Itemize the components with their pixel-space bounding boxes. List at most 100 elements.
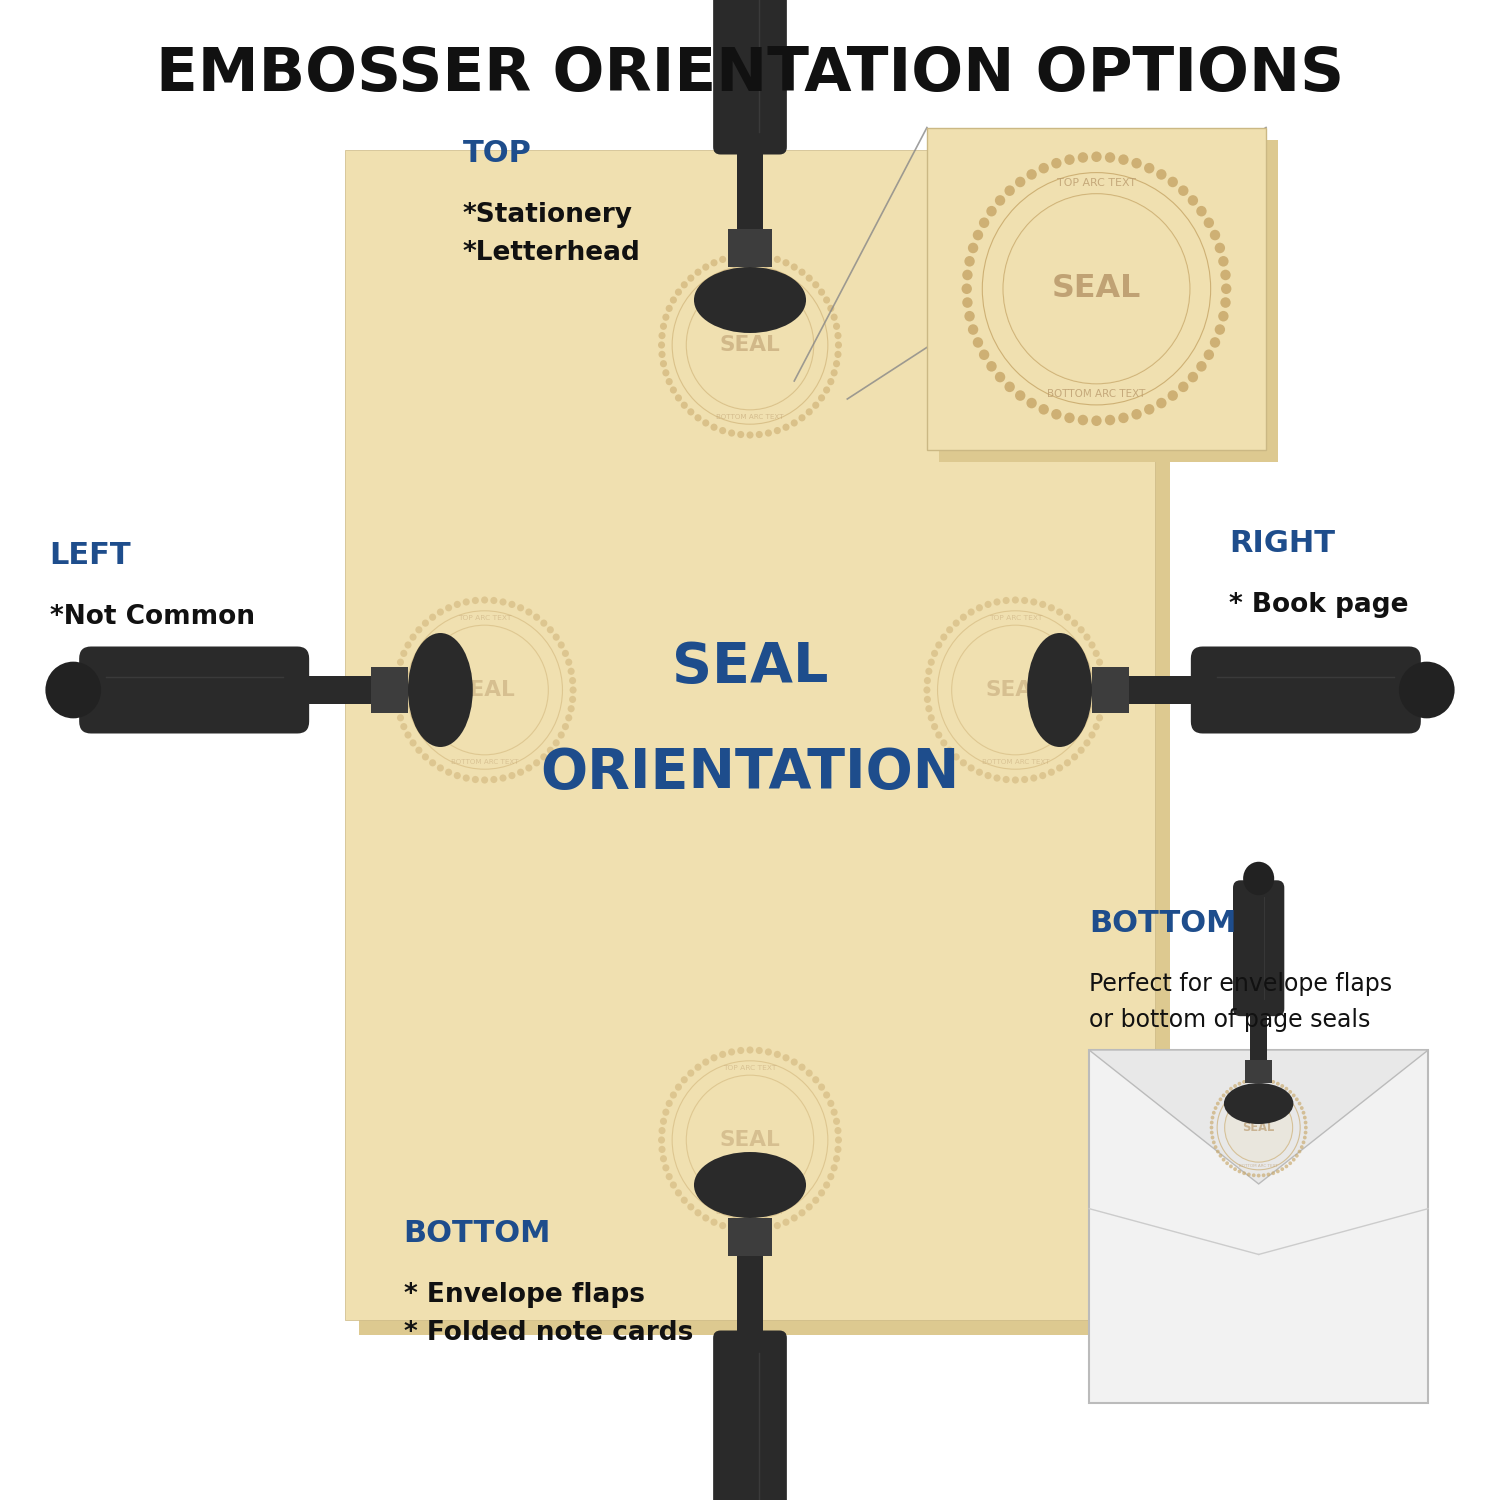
Circle shape bbox=[756, 430, 764, 438]
Circle shape bbox=[736, 1047, 744, 1054]
Circle shape bbox=[393, 676, 400, 684]
Text: TOP: TOP bbox=[462, 140, 531, 168]
Circle shape bbox=[934, 642, 942, 648]
Polygon shape bbox=[1089, 1050, 1428, 1184]
Ellipse shape bbox=[694, 1152, 806, 1218]
Circle shape bbox=[1038, 404, 1048, 414]
Circle shape bbox=[1188, 195, 1198, 206]
Circle shape bbox=[974, 338, 982, 348]
Circle shape bbox=[681, 280, 688, 288]
Circle shape bbox=[952, 753, 960, 760]
Circle shape bbox=[783, 1054, 789, 1062]
Circle shape bbox=[1226, 1161, 1228, 1166]
Circle shape bbox=[675, 1190, 682, 1197]
Circle shape bbox=[1210, 1116, 1215, 1119]
Circle shape bbox=[1257, 1077, 1260, 1082]
Text: BOTTOM: BOTTOM bbox=[1089, 909, 1236, 938]
Circle shape bbox=[702, 420, 709, 426]
Circle shape bbox=[1257, 1173, 1260, 1178]
Circle shape bbox=[812, 1076, 819, 1083]
Circle shape bbox=[718, 1222, 726, 1228]
Circle shape bbox=[1083, 633, 1090, 640]
Circle shape bbox=[687, 1070, 694, 1077]
Circle shape bbox=[490, 597, 498, 604]
Text: TOP ARC TEXT: TOP ARC TEXT bbox=[723, 1065, 777, 1071]
Circle shape bbox=[951, 626, 1078, 754]
Circle shape bbox=[1106, 152, 1114, 164]
Circle shape bbox=[1215, 243, 1225, 254]
Circle shape bbox=[702, 264, 709, 270]
Circle shape bbox=[1092, 416, 1101, 426]
Circle shape bbox=[1281, 1167, 1284, 1172]
Circle shape bbox=[1221, 1094, 1226, 1098]
Polygon shape bbox=[728, 230, 772, 267]
Circle shape bbox=[783, 1218, 789, 1225]
Circle shape bbox=[1272, 1080, 1275, 1084]
Circle shape bbox=[924, 676, 932, 684]
Circle shape bbox=[1266, 1078, 1270, 1083]
Circle shape bbox=[1221, 297, 1230, 307]
Circle shape bbox=[453, 602, 460, 608]
Circle shape bbox=[681, 402, 688, 410]
Circle shape bbox=[798, 268, 806, 276]
Circle shape bbox=[566, 714, 573, 722]
Circle shape bbox=[663, 1108, 669, 1116]
Circle shape bbox=[1089, 732, 1095, 738]
Circle shape bbox=[994, 195, 1005, 206]
Circle shape bbox=[834, 332, 842, 339]
Circle shape bbox=[446, 768, 452, 776]
Circle shape bbox=[1203, 350, 1214, 360]
Circle shape bbox=[833, 1118, 840, 1125]
Circle shape bbox=[993, 774, 1000, 782]
Circle shape bbox=[747, 432, 753, 438]
Circle shape bbox=[783, 423, 789, 430]
Circle shape bbox=[400, 650, 408, 657]
Circle shape bbox=[1071, 620, 1078, 627]
Circle shape bbox=[1221, 270, 1230, 280]
FancyBboxPatch shape bbox=[80, 646, 309, 734]
Circle shape bbox=[946, 626, 952, 633]
Circle shape bbox=[806, 274, 813, 282]
Circle shape bbox=[532, 614, 540, 621]
Circle shape bbox=[968, 243, 978, 254]
Circle shape bbox=[1026, 398, 1036, 408]
Polygon shape bbox=[736, 147, 764, 230]
Circle shape bbox=[687, 280, 813, 410]
Circle shape bbox=[798, 1209, 806, 1216]
Circle shape bbox=[1197, 362, 1206, 372]
Circle shape bbox=[736, 252, 744, 260]
Circle shape bbox=[472, 776, 478, 783]
Circle shape bbox=[398, 658, 404, 666]
Text: SEAL: SEAL bbox=[986, 680, 1046, 700]
Circle shape bbox=[976, 768, 982, 776]
Circle shape bbox=[663, 314, 669, 321]
Circle shape bbox=[694, 1209, 702, 1216]
Circle shape bbox=[500, 598, 507, 606]
Circle shape bbox=[1252, 1078, 1256, 1082]
Text: SEAL: SEAL bbox=[720, 1130, 780, 1150]
FancyBboxPatch shape bbox=[927, 128, 1266, 450]
Ellipse shape bbox=[408, 633, 472, 747]
FancyBboxPatch shape bbox=[939, 140, 1278, 462]
Circle shape bbox=[1210, 230, 1219, 240]
Circle shape bbox=[994, 372, 1005, 382]
Circle shape bbox=[1210, 1136, 1215, 1140]
Circle shape bbox=[774, 427, 782, 433]
Text: * Envelope flaps: * Envelope flaps bbox=[404, 1282, 645, 1308]
Ellipse shape bbox=[1400, 662, 1455, 718]
Circle shape bbox=[558, 732, 566, 738]
Circle shape bbox=[666, 378, 672, 386]
Circle shape bbox=[1048, 604, 1054, 612]
Circle shape bbox=[728, 429, 735, 436]
Circle shape bbox=[1077, 626, 1084, 633]
Circle shape bbox=[818, 394, 825, 402]
Circle shape bbox=[1294, 1154, 1299, 1158]
Circle shape bbox=[548, 626, 554, 633]
FancyBboxPatch shape bbox=[712, 0, 788, 154]
Circle shape bbox=[1106, 414, 1114, 426]
Circle shape bbox=[924, 687, 930, 693]
Text: RIGHT: RIGHT bbox=[1228, 530, 1335, 558]
Circle shape bbox=[1096, 658, 1102, 666]
Circle shape bbox=[1101, 687, 1107, 693]
Ellipse shape bbox=[45, 662, 100, 718]
